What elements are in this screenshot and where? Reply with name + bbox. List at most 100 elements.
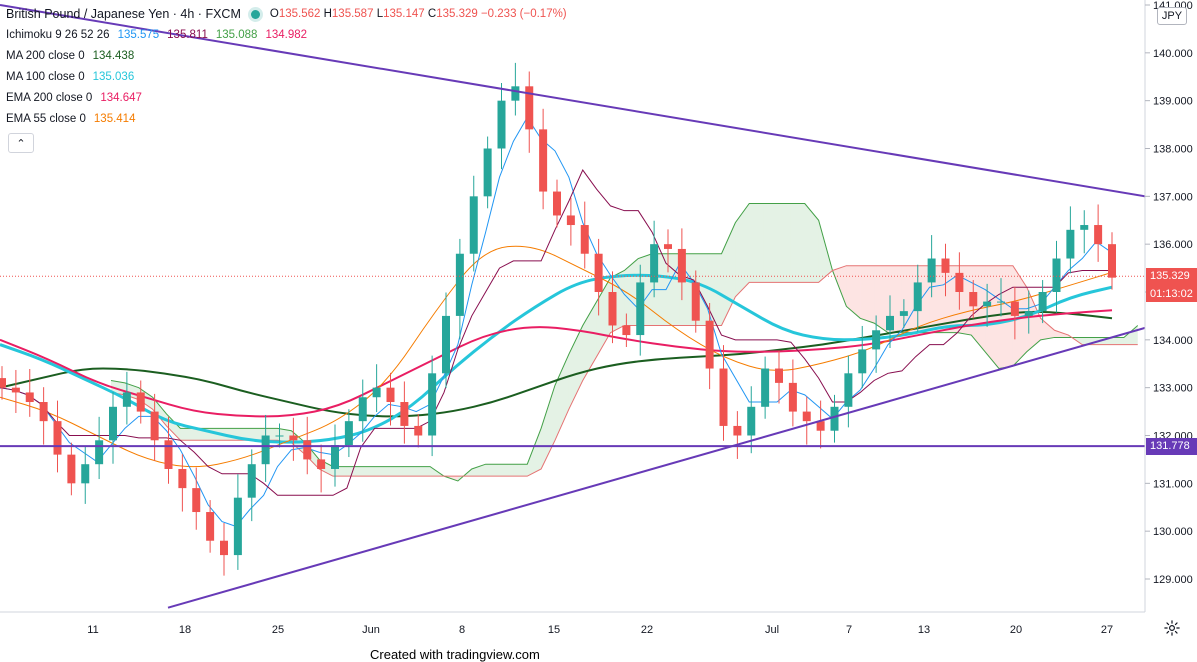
price-tick-label: 137.000 [1153, 191, 1193, 203]
cloud-segment [527, 428, 542, 477]
candle-body [414, 425, 423, 436]
currency-badge[interactable]: JPY [1157, 7, 1187, 25]
candle-body [275, 435, 284, 437]
cloud-segment [1054, 330, 1069, 338]
candle-body [469, 196, 478, 254]
cloud-segment [763, 203, 777, 283]
indicator-name: EMA 200 close 0 [6, 92, 93, 104]
cloud-segment [485, 464, 500, 477]
resistance-trendline [0, 4, 1146, 198]
time-tick-label: 8 [459, 624, 465, 636]
candle-body [233, 497, 242, 556]
candle-body [608, 292, 617, 326]
time-tick-label: 7 [846, 624, 852, 636]
cloud-segment [777, 203, 791, 283]
candle-body [11, 387, 20, 393]
candle-body [1066, 229, 1075, 259]
candle-body [1010, 301, 1019, 316]
candle-body [580, 225, 589, 254]
candle-body [1094, 225, 1103, 245]
price-tick-label: 133.000 [1153, 383, 1193, 395]
candle-body [150, 411, 159, 441]
indicator-row[interactable]: Ichimoku 9 26 52 26 135.575 135.811 135.088… [6, 25, 567, 46]
open-label: O [269, 8, 279, 20]
cloud-segment [499, 464, 514, 477]
cloud-segment [471, 464, 486, 477]
candle-body [109, 406, 117, 441]
price-tick-label: 130.000 [1153, 526, 1193, 538]
candle-body [553, 191, 561, 216]
time-tick-label: 15 [548, 624, 560, 636]
candle-body [53, 421, 62, 455]
candle-body [899, 311, 908, 316]
candle-body [400, 402, 409, 426]
indicator-row[interactable]: EMA 200 close 0 134.647 [6, 88, 567, 109]
candle-body [927, 258, 936, 283]
cloud-segment [402, 466, 417, 477]
ichimoku-tenkan-line [0, 116, 1111, 527]
candle-body [386, 387, 395, 403]
candle-body [761, 368, 770, 407]
cloud-segment [999, 265, 1013, 369]
indicator-value: 134.647 [100, 92, 142, 104]
candle-body [650, 244, 659, 283]
candle-body [1080, 225, 1089, 230]
candle-body [442, 315, 450, 374]
time-tick-label: 18 [179, 624, 191, 636]
candle-body [136, 392, 145, 412]
symbol-title[interactable]: British Pound / Japanese Yen · 4h · FXCM [6, 7, 241, 21]
indicator-list: Ichimoku 9 26 52 26 135.575 135.811 135.088… [6, 25, 567, 130]
candle-body [941, 258, 950, 273]
price-tick-label: 134.000 [1153, 335, 1193, 347]
indicator-row[interactable]: MA 200 close 0 134.438 [6, 46, 567, 67]
time-tick-label: 25 [272, 624, 284, 636]
candle-body [455, 253, 464, 316]
candle-body [39, 402, 48, 422]
cloud-segment [1012, 265, 1027, 367]
cloud-segment [555, 354, 569, 441]
cloud-segment [1040, 318, 1055, 340]
candle-body [997, 301, 1005, 303]
indicator-name: Ichimoku 9 26 52 26 [6, 29, 110, 41]
gear-icon[interactable] [1163, 619, 1181, 637]
high-value: 135.587 [331, 8, 374, 20]
candle-body [969, 292, 978, 307]
candle-body [164, 440, 173, 469]
indicator-name: EMA 55 close 0 [6, 113, 86, 125]
candle-body [802, 411, 811, 422]
candle-body [844, 373, 853, 407]
indicator-name: MA 100 close 0 [6, 71, 85, 83]
indicator-value: 135.811 [167, 29, 208, 41]
candle-body [691, 282, 700, 321]
countdown-tag: 01:13:02 [1146, 285, 1197, 303]
candle-body [830, 406, 839, 431]
ohlc-values: O135.562 H135.587 L135.147 C135.329 −0.2… [270, 4, 567, 25]
cloud-segment [735, 203, 750, 297]
cloud-segment [568, 325, 583, 410]
candle-body [594, 253, 603, 292]
time-tick-label: 27 [1101, 624, 1113, 636]
candle-body [913, 282, 922, 312]
candle-body [733, 425, 742, 436]
cloud-segment [374, 466, 389, 477]
candle-body [747, 406, 756, 436]
indicator-row[interactable]: EMA 55 close 0 135.414 [6, 109, 567, 130]
candle-body [331, 445, 339, 469]
time-tick-label: 13 [918, 624, 930, 636]
cloud-segment [180, 428, 195, 441]
open-value: 135.562 [278, 8, 321, 20]
candle-body [886, 315, 894, 331]
indicator-value: 134.438 [92, 50, 135, 62]
candle-body [622, 325, 631, 336]
cloud-segment [249, 428, 264, 441]
candle-body [1052, 258, 1061, 292]
candle-body [872, 330, 881, 350]
indicator-row[interactable]: MA 100 close 0 135.036 [6, 67, 567, 88]
candle-body [719, 368, 728, 426]
hline-price-tag: 131.778 [1146, 437, 1197, 455]
cloud-segment [749, 203, 764, 283]
candle-body [1108, 244, 1116, 278]
collapse-legend-button[interactable]: ⌃ [8, 133, 34, 153]
time-tick-label: Jul [765, 624, 779, 636]
